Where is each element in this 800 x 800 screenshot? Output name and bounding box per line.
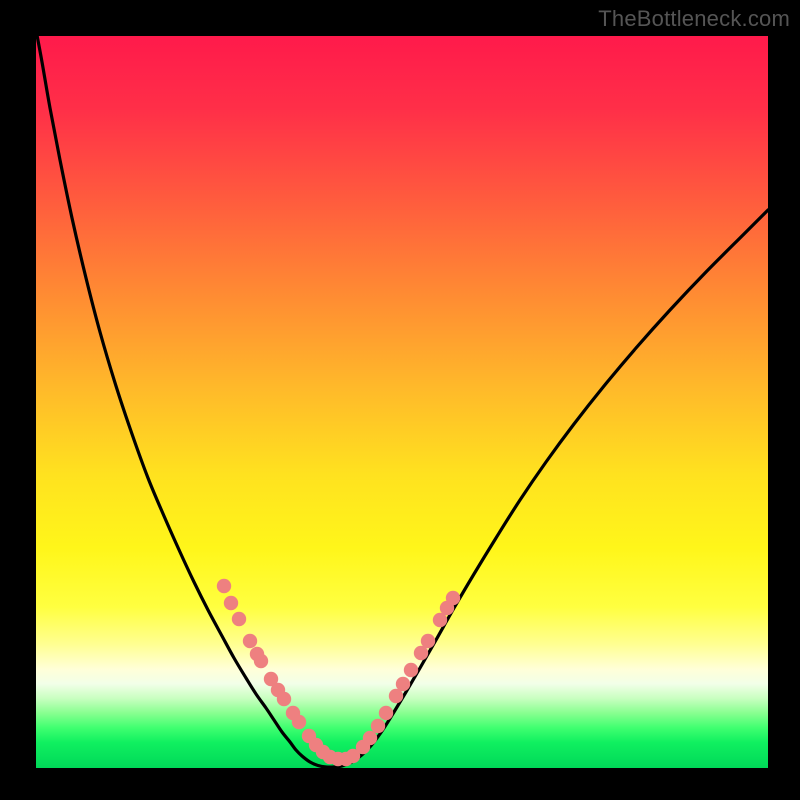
curve-marker (446, 591, 460, 605)
curve-marker (243, 634, 257, 648)
curve-marker (277, 692, 291, 706)
bottleneck-chart (0, 0, 800, 800)
curve-marker (433, 613, 447, 627)
curve-marker (404, 663, 418, 677)
chart-stage: TheBottleneck.com (0, 0, 800, 800)
curve-marker (371, 719, 385, 733)
curve-marker (389, 689, 403, 703)
curve-marker (396, 677, 410, 691)
curve-marker (379, 706, 393, 720)
curve-marker (254, 654, 268, 668)
curve-marker (232, 612, 246, 626)
curve-marker (217, 579, 231, 593)
curve-marker (363, 731, 377, 745)
curve-marker (292, 715, 306, 729)
curve-marker (421, 634, 435, 648)
curve-marker (224, 596, 238, 610)
curve-marker (414, 646, 428, 660)
gradient-background (36, 36, 768, 768)
